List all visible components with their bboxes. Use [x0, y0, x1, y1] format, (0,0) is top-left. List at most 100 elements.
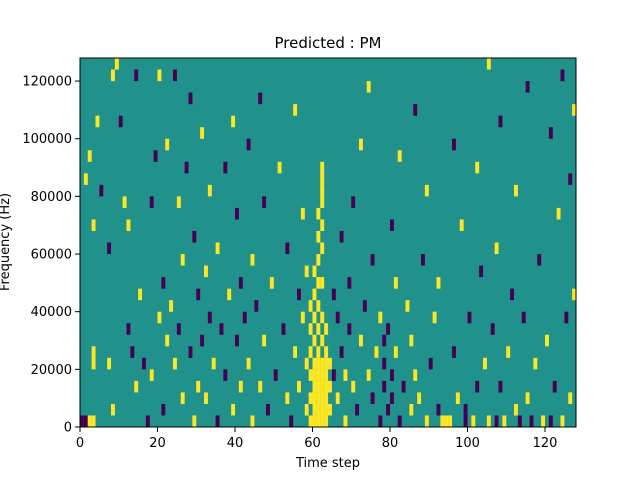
- y-tick-label: 20000: [31, 363, 72, 378]
- heatmap-cell: [525, 81, 530, 93]
- heatmap-cell: [87, 150, 92, 162]
- heatmap-cell: [560, 69, 565, 82]
- heatmap-cell: [196, 380, 201, 393]
- heatmap-cell: [138, 288, 143, 301]
- heatmap-cell: [335, 392, 340, 404]
- heatmap-cell: [564, 311, 569, 324]
- heatmap-cell: [308, 346, 313, 358]
- heatmap-cell: [231, 115, 236, 128]
- heatmap-cell: [180, 254, 185, 266]
- heatmap-cell: [339, 230, 344, 243]
- heatmap-cell: [126, 323, 131, 335]
- x-tick-label: 40: [227, 436, 244, 451]
- heatmap-cell: [192, 415, 197, 428]
- heatmap-cell: [312, 265, 317, 278]
- heatmap-cell: [324, 323, 329, 335]
- heatmap-cell: [525, 392, 530, 404]
- x-axis-ticks: 0 20 40 60 80 100 120: [76, 427, 558, 451]
- heatmap-cell: [204, 392, 208, 404]
- heatmap-cell: [390, 219, 394, 232]
- heatmap-cell: [111, 403, 115, 416]
- heatmap-cell: [80, 415, 84, 428]
- heatmap-cell: [289, 415, 294, 428]
- heatmap-cell: [343, 415, 348, 428]
- heatmap-cell: [320, 380, 325, 393]
- heatmap-cell: [328, 380, 332, 393]
- heatmap-cell: [238, 277, 243, 289]
- heatmap-cell: [502, 415, 507, 428]
- heatmap-cell: [548, 415, 553, 428]
- heatmap-cell: [91, 415, 96, 428]
- heatmap-cell: [277, 161, 282, 174]
- heatmap-cell: [91, 346, 96, 358]
- heatmap-cell: [312, 403, 317, 416]
- heatmap-cell: [320, 242, 325, 255]
- heatmap-cell: [169, 300, 174, 312]
- heatmap-cell: [374, 346, 379, 358]
- heatmap-cell: [215, 415, 220, 428]
- heatmap-cell: [316, 254, 321, 266]
- heatmap-cell: [506, 346, 511, 358]
- heatmap-cell: [517, 415, 522, 428]
- heatmap-cell: [297, 288, 301, 301]
- heatmap-cell: [316, 357, 321, 370]
- heatmap-cell: [122, 196, 127, 208]
- heatmap-cell: [463, 415, 468, 428]
- heatmap-cell: [293, 346, 298, 358]
- heatmap-cell: [145, 415, 150, 428]
- heatmap-cell: [308, 300, 313, 312]
- x-tick-label: 20: [149, 436, 166, 451]
- heatmap-cell: [386, 323, 391, 335]
- heatmap-cell: [537, 254, 542, 266]
- plot-frame: [79, 57, 577, 428]
- heatmap-cell: [242, 311, 247, 324]
- heatmap-cell: [320, 219, 325, 232]
- heatmap-cell: [324, 415, 329, 428]
- heatmap-cell: [219, 323, 224, 335]
- heatmap-cell: [320, 277, 325, 289]
- heatmap-cell: [312, 288, 317, 301]
- heatmap-cell: [157, 311, 162, 324]
- heatmap-cell: [157, 69, 162, 82]
- heatmap-cell: [304, 265, 309, 278]
- heatmap-cell: [378, 311, 383, 324]
- heatmap-cell: [514, 184, 518, 197]
- heatmap-cell: [262, 196, 267, 208]
- heatmap-cell: [285, 242, 290, 255]
- heatmap-cell: [320, 392, 325, 404]
- heatmap-cell: [351, 380, 356, 393]
- y-axis-ticks: 0 20000 40000 60000 80000 100000 120000: [22, 75, 80, 436]
- heatmap-cell: [107, 242, 112, 255]
- heatmap-cell: [541, 415, 546, 428]
- heatmap-cell: [397, 150, 402, 162]
- heatmap-cell: [316, 415, 321, 428]
- y-tick-label: 60000: [31, 248, 72, 263]
- heatmap-cell: [378, 415, 383, 428]
- heatmap-cell: [463, 403, 468, 416]
- heatmap-cell: [246, 357, 251, 370]
- heatmap-cell: [548, 127, 553, 139]
- heatmap-cell: [153, 150, 158, 162]
- heatmap-cell: [300, 311, 305, 324]
- heatmap-cell: [308, 323, 313, 335]
- heatmap-cell: [246, 138, 251, 151]
- heatmap-cell: [572, 288, 577, 301]
- heatmap-cell: [316, 403, 321, 416]
- heatmap-cell: [370, 392, 375, 404]
- heatmap-cell: [269, 277, 274, 289]
- heatmap-cell: [320, 311, 325, 324]
- heatmap-cell: [490, 323, 495, 335]
- heatmap-cell: [207, 184, 212, 197]
- heatmap-cell: [304, 403, 309, 416]
- x-tick-label: 120: [533, 436, 558, 451]
- heatmap-cell: [514, 403, 518, 416]
- heatmap-cell: [339, 346, 344, 358]
- heatmap-cell: [273, 369, 278, 381]
- heatmap-cell: [486, 415, 491, 428]
- heatmap-cell: [494, 415, 499, 428]
- heatmap-cell: [393, 346, 398, 358]
- heatmap-cell: [417, 392, 422, 404]
- heatmap-cell: [452, 138, 456, 151]
- heatmap-cell: [107, 357, 112, 370]
